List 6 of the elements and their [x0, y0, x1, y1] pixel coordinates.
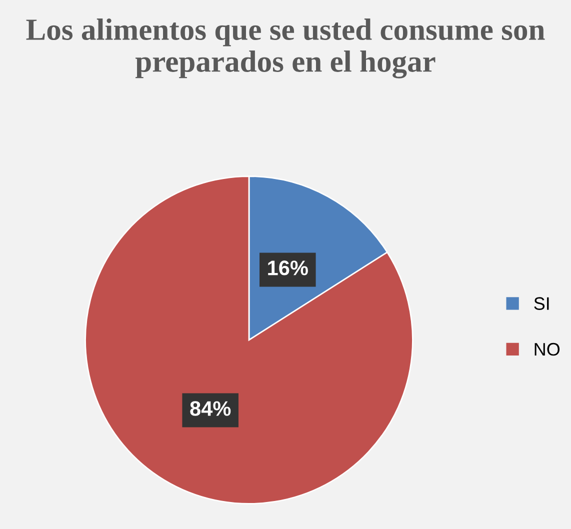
data-label: 84% — [190, 401, 231, 416]
pie-slice — [84, 176, 414, 504]
legend-label: NO — [534, 342, 560, 356]
data-label: 16% — [268, 260, 308, 276]
legend-label: SI — [534, 297, 549, 310]
chart-title: Los alimentos que se usted consume son preparados en el hogar — [26, 18, 545, 78]
